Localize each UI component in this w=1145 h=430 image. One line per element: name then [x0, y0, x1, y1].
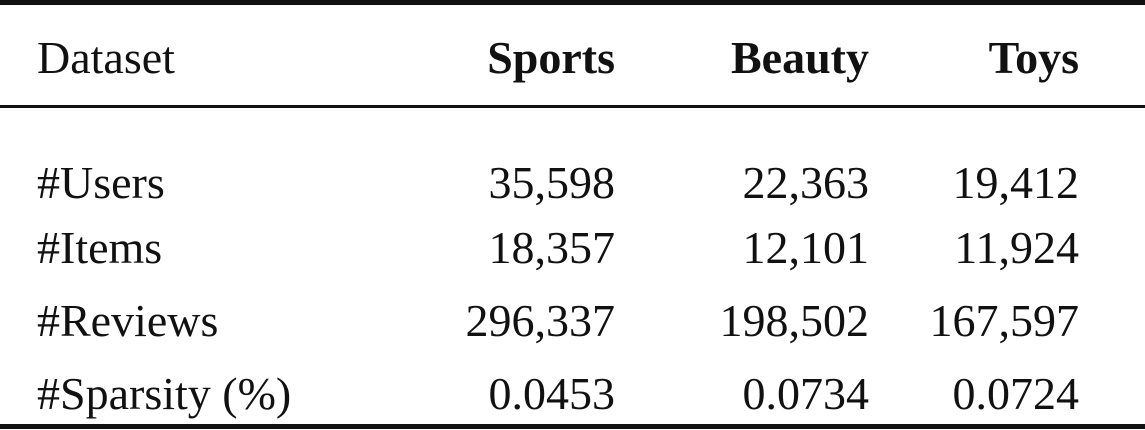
table-row-items: #Items 18,357 12,101 11,924: [0, 211, 1145, 284]
header-row: Dataset Sports Beauty Toys: [0, 0, 1145, 108]
cell-sports: 296,337: [465, 295, 616, 346]
cell-toys: 19,412: [952, 157, 1080, 208]
cell-beauty: 12,101: [742, 222, 870, 273]
table-row-reviews: #Reviews 296,337 198,502 167,597: [0, 284, 1145, 357]
header-rule: [0, 105, 1145, 108]
cell-toys: 0.0724: [952, 368, 1080, 419]
cell-sports: 35,598: [488, 157, 616, 208]
table-header: Dataset Sports Beauty Toys: [0, 0, 1145, 108]
cell-toys: 167,597: [929, 295, 1080, 346]
cell-sports: 18,357: [488, 222, 616, 273]
header-sports: Sports: [487, 31, 615, 83]
cell-beauty: 0.0734: [742, 368, 870, 419]
row-label: #Reviews: [37, 295, 219, 346]
table-body: #Users 35,598 22,363 19,412 #Items 18,35…: [0, 108, 1145, 430]
cell-beauty: 22,363: [742, 157, 870, 208]
header-toys: Toys: [988, 31, 1079, 83]
cell-beauty: 198,502: [719, 295, 870, 346]
row-label: #Sparsity (%): [37, 368, 292, 419]
table-row-users: #Users 35,598 22,363 19,412: [0, 108, 1145, 211]
cell-toys: 11,924: [954, 222, 1079, 273]
row-label: #Items: [37, 222, 163, 273]
row-label: #Users: [37, 157, 165, 208]
top-rule: [0, 0, 1145, 5]
header-dataset-label: Dataset: [37, 31, 175, 83]
header-beauty: Beauty: [731, 31, 869, 83]
table-row-sparsity: #Sparsity (%) 0.0453 0.0734 0.0724: [0, 357, 1145, 430]
cell-sports: 0.0453: [488, 368, 616, 419]
bottom-rule: [0, 424, 1145, 429]
